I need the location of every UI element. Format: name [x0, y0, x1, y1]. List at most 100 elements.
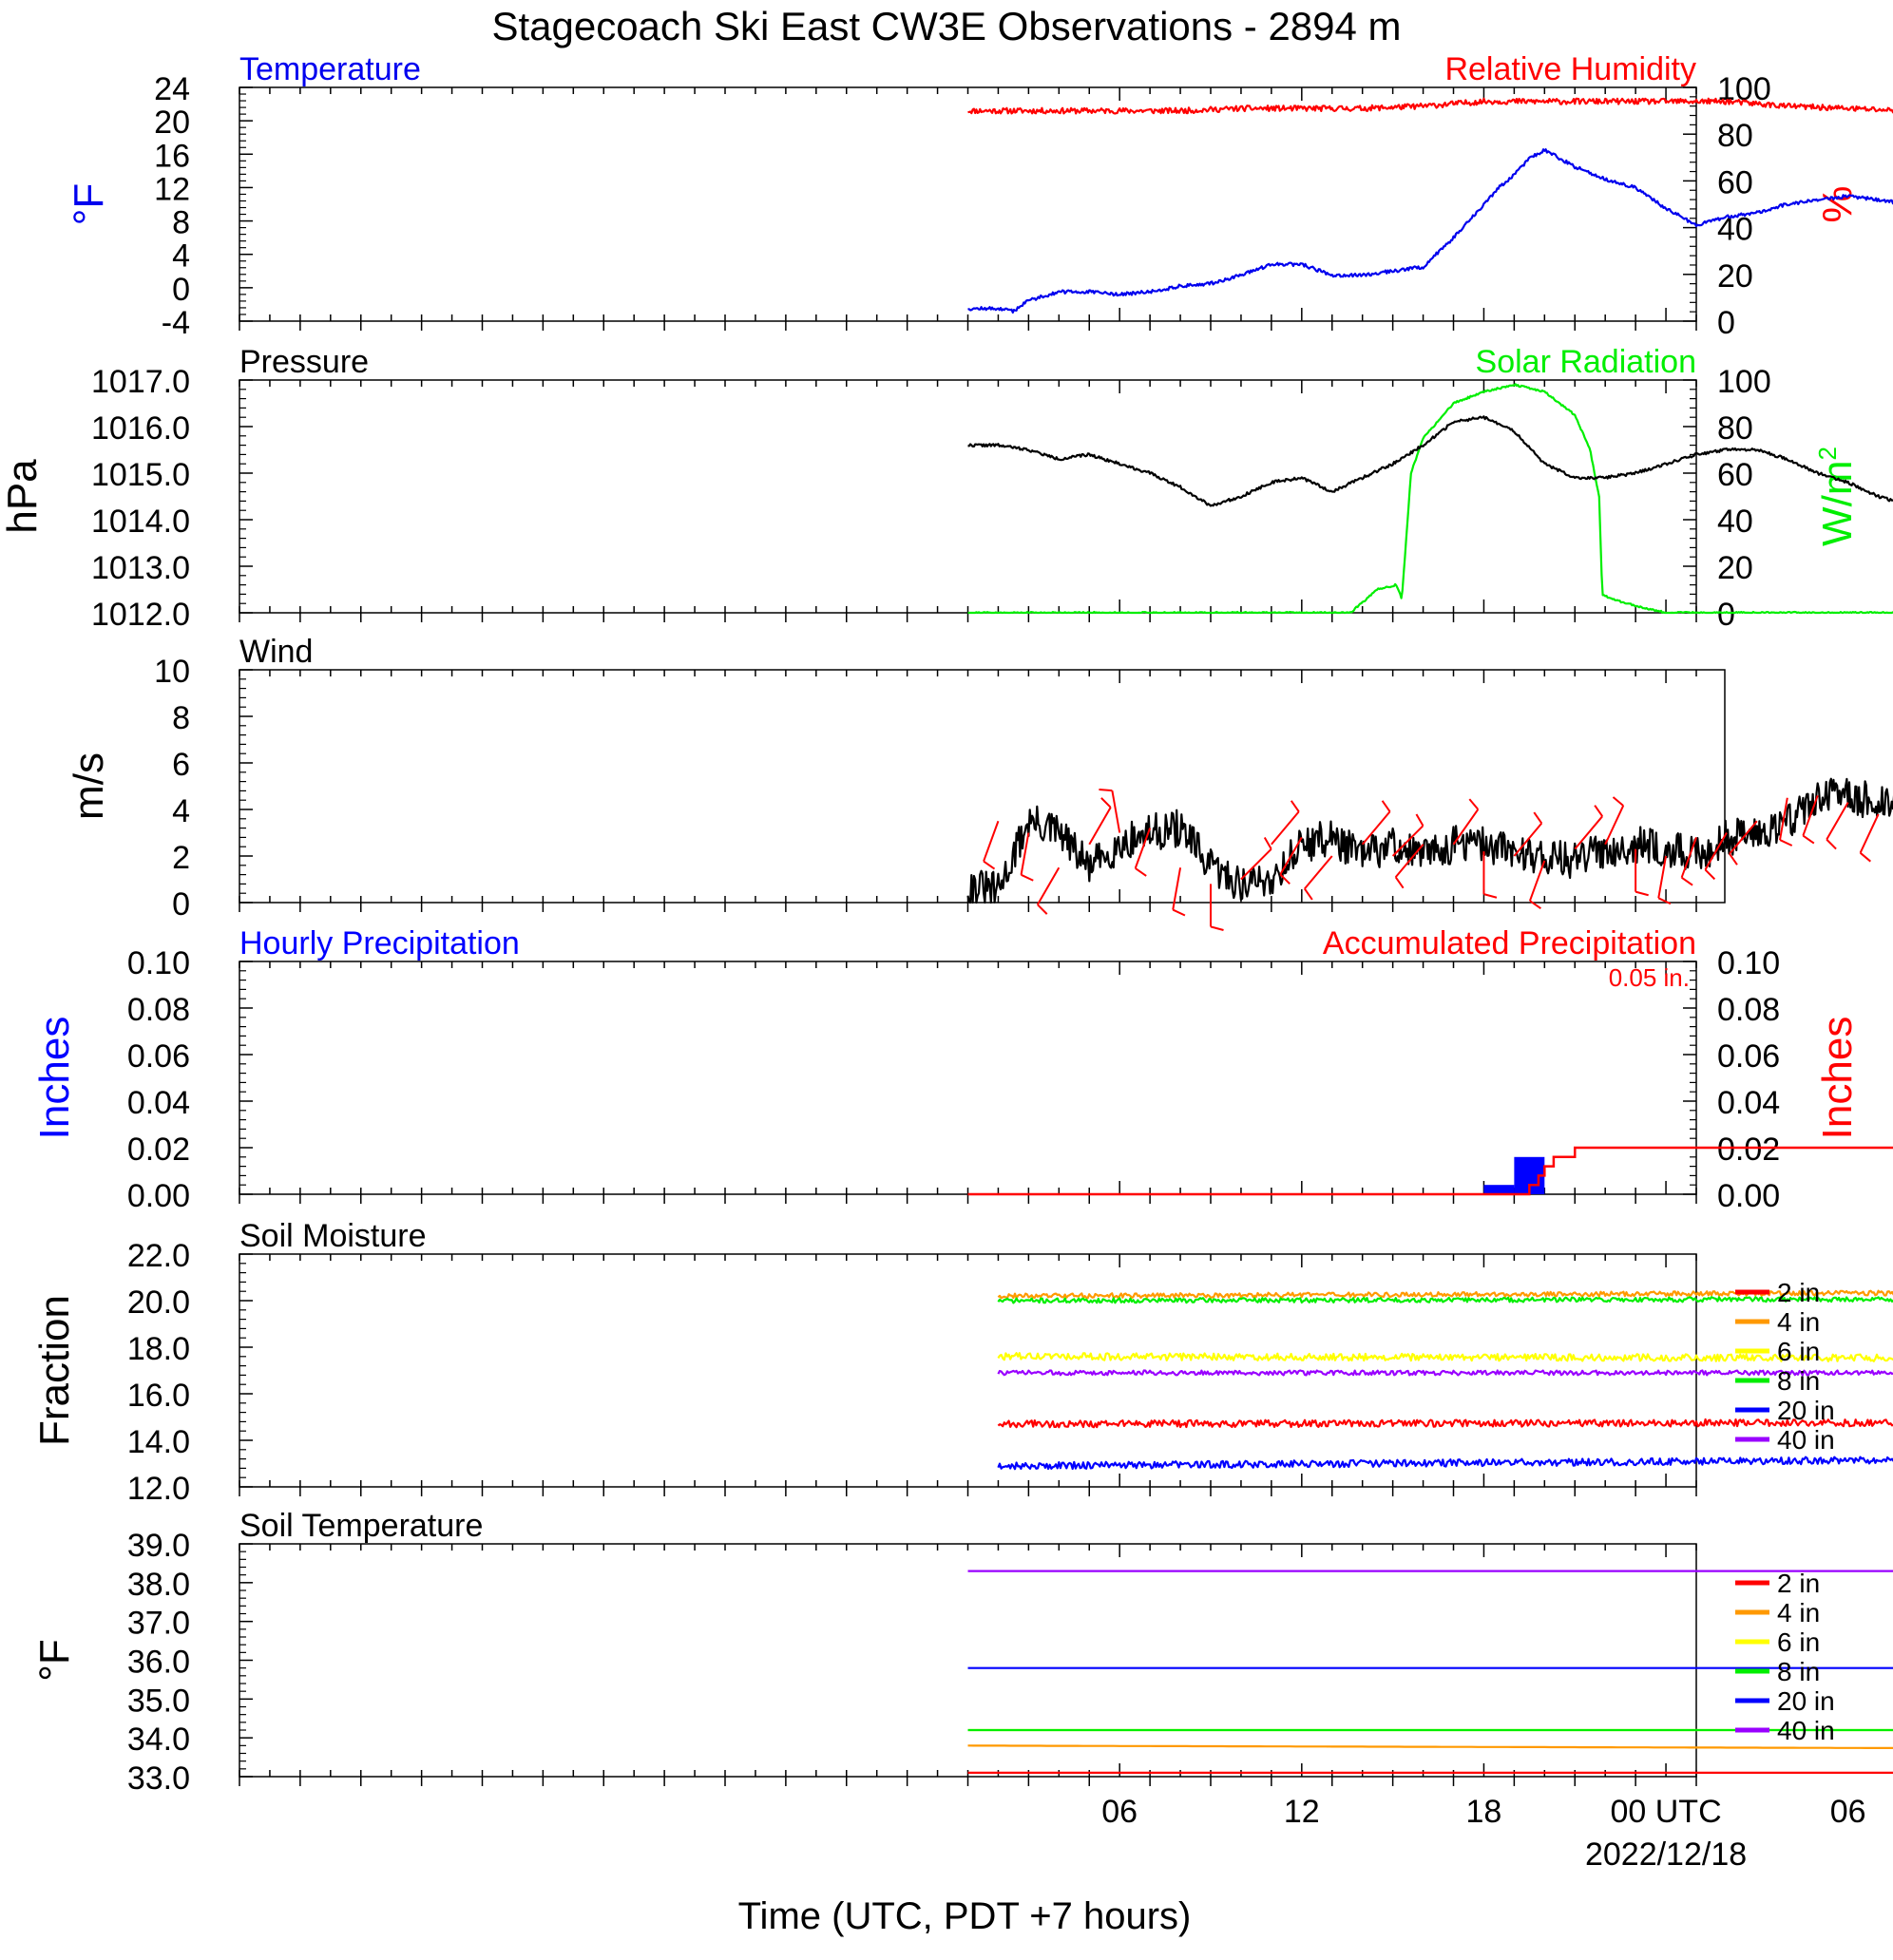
chart-title: Stagecoach Ski East CW3E Observations - … [491, 4, 1401, 48]
y-tick-label-left: 6 [172, 747, 190, 783]
y-tick-label-right: 20 [1717, 258, 1753, 295]
x-tick-label: 06 [1101, 1794, 1138, 1830]
wind-barb-flag [1826, 840, 1836, 849]
accum-precip-annotation: 0.05 in. [1609, 963, 1690, 992]
panel-0-right-title: Relative Humidity [1444, 51, 1696, 87]
hourly-precip-bar [1483, 1185, 1514, 1194]
legend-label: 2 in [1777, 1569, 1820, 1598]
x-tick-label: 06 [1830, 1794, 1866, 1830]
y-tick-label-left: 0 [172, 886, 190, 923]
panel-0-left-title: Temperature [239, 51, 421, 87]
wind-barb-staff [1530, 861, 1544, 901]
y-tick-label-left: 16 [154, 138, 190, 174]
pressure-line [968, 416, 1893, 580]
y-tick-label-left: 20.0 [127, 1284, 190, 1321]
y-tick-label-right: 0 [1717, 305, 1735, 341]
solar-unit-label: W/m2 [1813, 447, 1861, 546]
wind-barb [1211, 884, 1224, 930]
panel-4-left-title: Soil Moisture [239, 1218, 427, 1254]
temperature-line [968, 87, 1893, 313]
y-tick-label-left: 18.0 [127, 1331, 190, 1367]
y-tick-label-left: 1014.0 [91, 504, 190, 540]
soil-series-depth_40in [998, 1371, 1893, 1376]
y-tick-label-right: 0.02 [1717, 1132, 1780, 1168]
panel-3-frame [239, 961, 1696, 1194]
wind-barb-flag [1173, 910, 1185, 916]
y-tick-label-left: 1015.0 [91, 457, 190, 493]
legend-label: 6 in [1777, 1337, 1820, 1366]
pressure-unit-label: hPa [0, 459, 46, 534]
wind-barb-flag [1483, 894, 1497, 898]
y-tick-label-left: 35.0 [127, 1683, 190, 1719]
x-tick-label: 12 [1284, 1794, 1320, 1830]
wind-barb [1089, 798, 1111, 845]
y-tick-label-left: 37.0 [127, 1606, 190, 1642]
y-tick-label-right: 40 [1717, 504, 1753, 540]
wind-barb [984, 821, 998, 868]
panel-1-left-title: Pressure [239, 344, 369, 380]
wind-barb-flag [1136, 868, 1146, 876]
wind-barb-flag [1383, 801, 1390, 811]
wind-barb [1038, 867, 1060, 914]
y-tick-label-right: 0.06 [1717, 1038, 1780, 1075]
wind-barb-flag [1416, 814, 1423, 826]
y-tick-label-right: 0 [1717, 597, 1735, 633]
soil-series-depth_6in [998, 1353, 1893, 1362]
x-tick-date-label: 2022/12/18 [1585, 1836, 1747, 1873]
wind-barb-flag [1861, 853, 1871, 862]
y-tick-label-left: -4 [162, 305, 190, 341]
x-tick-label: 00 UTC [1610, 1794, 1721, 1830]
wind-barb-flag [1613, 797, 1623, 806]
legend-label: 40 in [1777, 1716, 1835, 1745]
y-tick-label-right: 0.08 [1717, 992, 1780, 1028]
y-tick-label-left: 20 [154, 105, 190, 141]
wind-barb-staff [1089, 808, 1111, 845]
y-tick-label-right: 80 [1717, 410, 1753, 447]
y-tick-label-left: 22.0 [127, 1238, 190, 1274]
wind-barb-flag [1291, 801, 1299, 811]
y-tick-label-left: 34.0 [127, 1722, 190, 1758]
wind-barb [1530, 861, 1544, 908]
y-tick-label-left: 38.0 [127, 1567, 190, 1603]
wind-barb-staff [1173, 867, 1180, 909]
wind-barb-flag [1265, 838, 1272, 849]
wind-barb-flag [984, 862, 994, 869]
soil-series-depth_4in [968, 1745, 1893, 1749]
y-tick-label-left: 36.0 [127, 1645, 190, 1681]
y-tick-label-left: 0.06 [127, 1038, 190, 1075]
wind-barb-flag [1635, 892, 1649, 896]
panel-3-right-title: Accumulated Precipitation [1323, 925, 1696, 961]
y-tick-label-right: 20 [1717, 550, 1753, 586]
legend-label: 20 in [1777, 1686, 1835, 1716]
y-tick-label-right: 60 [1717, 457, 1753, 493]
wind-barb-flag [1682, 878, 1692, 885]
y-tick-label-right: 0.04 [1717, 1085, 1780, 1121]
wind-barb-staff [1272, 811, 1299, 844]
y-tick-label-left: 8 [172, 700, 190, 736]
wind-barb-flag [1803, 836, 1813, 844]
y-tick-label-left: 10 [154, 654, 190, 690]
y-tick-label-left: 4 [172, 793, 190, 829]
soil-unit-label: Fraction [31, 1295, 78, 1446]
wind-barb [1826, 803, 1848, 849]
y-tick-label-left: 0.00 [127, 1178, 190, 1214]
wind-speed-line [968, 779, 1893, 903]
humidity-line [968, 99, 1893, 195]
panel-3-left-title: Hourly Precipitation [239, 925, 520, 961]
y-tick-label-left: 0.10 [127, 945, 190, 981]
y-tick-label-right: 0.00 [1717, 1178, 1780, 1214]
humidity-unit-label: % [1814, 185, 1861, 222]
panel-1-right-title: Solar Radiation [1476, 344, 1696, 380]
x-tick-label: 18 [1466, 1794, 1502, 1830]
wind-barb-flag [1780, 840, 1792, 846]
hourly-precip-unit-label: Inches [31, 1017, 78, 1140]
legend-label: 6 in [1777, 1627, 1820, 1657]
soil-unit-label: °F [31, 1639, 78, 1681]
wind-barb-flag [1101, 798, 1111, 808]
wind-barb [1173, 867, 1185, 915]
y-tick-label-right: 60 [1717, 164, 1753, 200]
